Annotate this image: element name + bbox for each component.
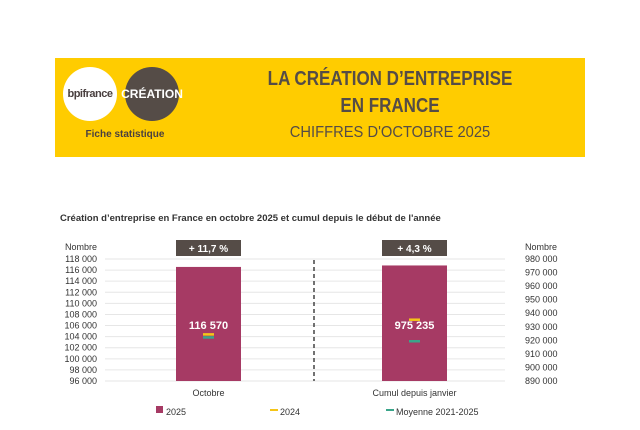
marker-moyenne bbox=[203, 336, 214, 339]
bar-2025 bbox=[176, 266, 241, 381]
left-tick-label: 104 000 bbox=[64, 332, 97, 342]
left-tick-label: 100 000 bbox=[64, 354, 97, 364]
legend-swatch-0 bbox=[156, 406, 163, 413]
legend-swatch-1 bbox=[270, 409, 278, 411]
right-tick-label: 920 000 bbox=[525, 335, 558, 345]
left-tick-label: 116 000 bbox=[65, 265, 97, 275]
creation-logo: CRÉATION bbox=[121, 67, 183, 121]
page-title-line2: EN FRANCE bbox=[340, 95, 440, 117]
growth-badge bbox=[382, 240, 447, 256]
right-tick-label: 950 000 bbox=[525, 295, 558, 305]
right-tick-label: 930 000 bbox=[525, 322, 558, 332]
bar-2025 bbox=[382, 265, 447, 381]
page-title-line1: LA CRÉATION D’ENTREPRISE bbox=[267, 68, 513, 90]
right-tick-label: 970 000 bbox=[525, 268, 558, 278]
period-label: CHIFFRES D'OCTOBRE 2025 bbox=[289, 124, 491, 141]
header-banner: bpifrance CRÉATION Fiche statistique LA … bbox=[55, 58, 585, 157]
left-tick-label: 112 000 bbox=[65, 287, 97, 297]
chart-title: Création d’entreprise en France en octob… bbox=[60, 213, 441, 224]
right-tick-label: 890 000 bbox=[525, 376, 558, 386]
left-tick-label: 98 000 bbox=[69, 365, 97, 375]
growth-badge-label: + 4,3 % bbox=[397, 244, 431, 255]
left-tick-label: 118 000 bbox=[65, 254, 97, 264]
right-axis-label: Nombre bbox=[525, 242, 557, 252]
legend-label: Moyenne 2021-2025 bbox=[396, 407, 479, 417]
legend-label: 2025 bbox=[166, 407, 186, 417]
left-tick-label: 110 000 bbox=[65, 298, 97, 308]
bpifrance-logo: bpifrance bbox=[63, 67, 117, 121]
data-label: 975 235 bbox=[395, 320, 435, 332]
left-axis-label: Nombre bbox=[65, 242, 97, 252]
marker-2024 bbox=[409, 318, 420, 321]
left-tick-label: 102 000 bbox=[64, 343, 97, 353]
right-tick-label: 910 000 bbox=[525, 349, 558, 359]
subtitle: Fiche statistique bbox=[85, 129, 165, 140]
legend-swatch-2 bbox=[386, 409, 394, 411]
right-tick-label: 940 000 bbox=[525, 308, 558, 318]
marker-2024 bbox=[203, 333, 214, 336]
right-tick-label: 900 000 bbox=[525, 362, 558, 372]
category-label: Octobre bbox=[192, 388, 224, 398]
growth-badge-label: + 11,7 % bbox=[189, 244, 228, 255]
left-tick-label: 106 000 bbox=[64, 321, 97, 331]
left-tick-label: 96 000 bbox=[69, 376, 97, 386]
left-tick-label: 108 000 bbox=[64, 309, 97, 319]
legend-label: 2024 bbox=[280, 407, 300, 417]
marker-moyenne bbox=[409, 340, 420, 343]
left-tick-label: 114 000 bbox=[65, 276, 97, 286]
right-tick-label: 980 000 bbox=[525, 254, 558, 264]
growth-badge bbox=[176, 240, 241, 256]
right-tick-label: 960 000 bbox=[525, 281, 558, 291]
data-label: 116 570 bbox=[189, 320, 228, 332]
category-label: Cumul depuis janvier bbox=[372, 388, 456, 398]
